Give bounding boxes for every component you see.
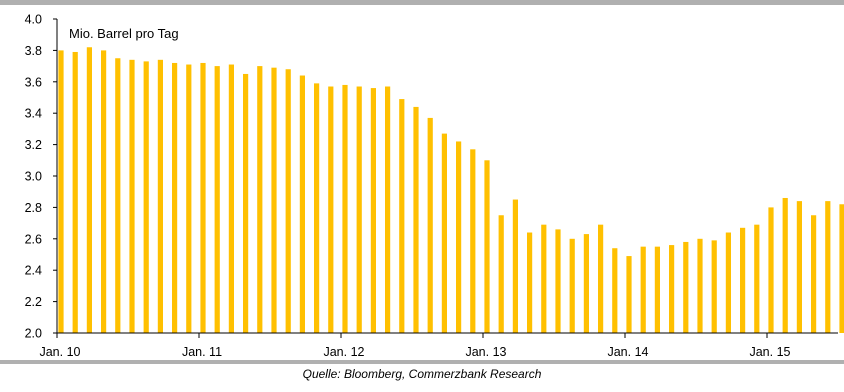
- bar: [86, 47, 92, 333]
- bar: [58, 50, 64, 334]
- bar: [115, 58, 121, 333]
- bar: [271, 67, 277, 334]
- bar: [328, 86, 334, 333]
- x-tick-label: Jan. 11: [182, 345, 222, 359]
- bar: [427, 117, 433, 333]
- bar: [725, 232, 731, 333]
- y-tick-label: 2.4: [25, 264, 42, 278]
- bottom-border: [0, 360, 844, 364]
- y-axis-label: Mio. Barrel pro Tag: [69, 26, 179, 41]
- bar: [697, 238, 703, 333]
- bar: [782, 197, 788, 333]
- bar: [583, 234, 589, 333]
- bar: [498, 215, 504, 333]
- x-tick-label: Jan. 10: [39, 345, 80, 359]
- x-axis: Jan. 10 Jan. 11 Jan. 12 Jan. 13 Jan. 14 Jan. …: [39, 332, 838, 359]
- source-note: Quelle: Bloomberg, Commerzbank Research: [302, 367, 542, 381]
- bar: [101, 50, 107, 334]
- bar: [243, 73, 249, 333]
- bar: [342, 84, 348, 333]
- bar: [612, 248, 618, 333]
- bar-series: [58, 47, 844, 334]
- x-tick-label: Jan. 13: [465, 345, 506, 359]
- y-tick-label: 2.0: [25, 327, 42, 341]
- bar: [314, 83, 320, 334]
- bar: [172, 62, 178, 334]
- bar: [598, 224, 604, 333]
- y-tick-label: 4.0: [25, 13, 42, 27]
- bar: [370, 88, 376, 333]
- bar: [157, 59, 163, 333]
- y-tick-label: 3.8: [25, 44, 42, 58]
- bar: [683, 241, 689, 333]
- bar: [143, 61, 149, 333]
- y-tick-label: 2.6: [25, 232, 42, 246]
- bar: [626, 256, 632, 333]
- bar: [512, 199, 518, 333]
- bar: [356, 86, 362, 333]
- bar: [129, 59, 135, 333]
- bar: [555, 229, 561, 333]
- bar: [200, 62, 206, 334]
- bar: [569, 238, 575, 333]
- x-tick-label: Jan. 15: [749, 345, 790, 359]
- bar: [228, 64, 234, 333]
- bar: [385, 86, 391, 333]
- bar: [470, 149, 476, 333]
- bar: [72, 51, 78, 333]
- y-tick-label: 3.4: [25, 107, 42, 121]
- y-tick-label: 3.2: [25, 138, 42, 152]
- bar: [399, 99, 405, 333]
- bar: [654, 246, 660, 333]
- y-tick-label: 3.6: [25, 75, 42, 89]
- bar: [796, 201, 802, 333]
- bar: [768, 207, 774, 333]
- x-tick-label: Jan. 12: [323, 345, 364, 359]
- y-tick-label: 3.0: [25, 170, 42, 184]
- bar: [640, 246, 646, 333]
- y-tick-label: 2.2: [25, 295, 42, 309]
- bar: [825, 201, 831, 333]
- bar: [527, 232, 533, 333]
- bar: [186, 64, 192, 333]
- top-border: [0, 0, 844, 5]
- bar: [754, 224, 760, 333]
- y-tick-label: 2.8: [25, 201, 42, 215]
- bar: [441, 133, 447, 333]
- bar: [257, 66, 263, 333]
- bar: [214, 66, 220, 333]
- bar: [456, 141, 462, 333]
- y-axis: 2.0 2.2 2.4 2.6 2.8 3.0 3.2 3.4 3.6 3.8 4.0: [25, 13, 58, 341]
- bar: [413, 106, 419, 333]
- bar: [811, 215, 817, 333]
- bar: [484, 160, 490, 333]
- bar: [839, 204, 844, 333]
- bar: [740, 227, 746, 333]
- bar: [541, 224, 547, 333]
- bar: [299, 75, 305, 334]
- bar: [285, 69, 291, 334]
- x-tick-label: Jan. 14: [607, 345, 648, 359]
- bar: [711, 240, 717, 333]
- bar: [669, 245, 675, 333]
